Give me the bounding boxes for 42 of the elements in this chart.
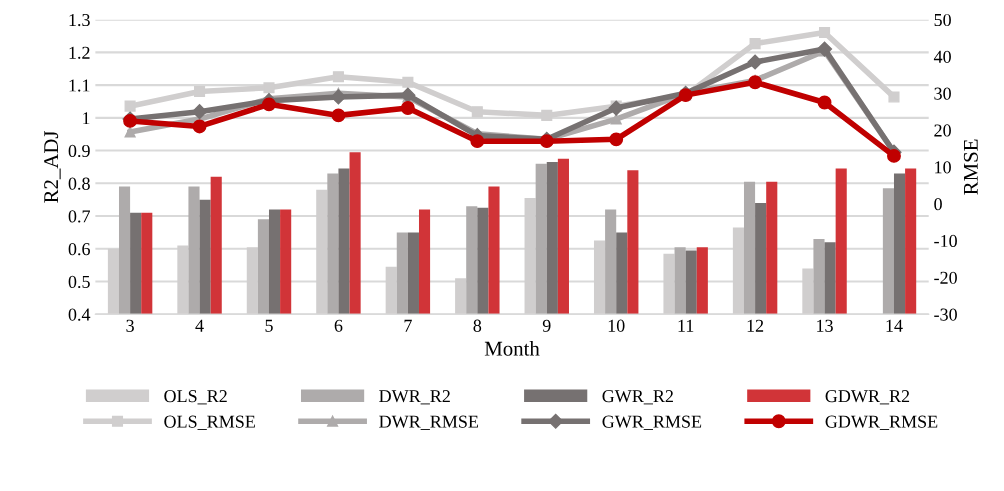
y-axis-title: R2_ADJ (44, 130, 61, 203)
x-tick-label: 7 (404, 319, 412, 332)
y2-tick-label: -20 (934, 271, 957, 284)
x-tick-label: 14 (886, 319, 903, 332)
x-tick-label: 12 (747, 319, 764, 332)
legend-label: GWR_RMSE (602, 415, 702, 430)
legend-label: GDWR_R2 (825, 390, 910, 405)
legend-label: GWR_R2 (602, 390, 673, 405)
y2-tick-label: 20 (934, 124, 951, 137)
y2-tick-label: 30 (934, 87, 951, 100)
y2-tick-label: 40 (933, 50, 951, 63)
x-tick-label: 6 (334, 319, 343, 332)
y-tick-label: 0.5 (68, 275, 90, 289)
y-tick-label: 0.9 (68, 144, 90, 158)
y2-tick-label: 50 (934, 13, 951, 27)
y2-axis-title: RMSE (963, 139, 978, 195)
x-tick-label: 9 (542, 319, 551, 332)
x-tick-label: 5 (265, 319, 273, 332)
y2-tick-label: -10 (934, 234, 957, 248)
x-axis-title: Month (484, 341, 540, 356)
y-tick-label: 0.4 (68, 308, 91, 321)
y-tick-label: 1.1 (69, 79, 90, 92)
y-tick-label: 1.2 (69, 46, 90, 59)
legend-label: DWR_RMSE (379, 415, 479, 430)
legend-label: DWR_R2 (379, 390, 450, 405)
y-tick-label: 0.7 (68, 210, 90, 223)
x-tick-label: 11 (678, 319, 694, 332)
y2-tick-label: 0 (934, 198, 942, 211)
y-tick-label: 1 (83, 112, 90, 125)
legend-label: OLS_RMSE (164, 415, 255, 430)
y-tick-label: 0.8 (68, 177, 90, 190)
x-tick-label: 13 (817, 319, 833, 332)
x-tick-label: 4 (195, 319, 204, 332)
y-tick-label: 1.3 (69, 13, 90, 27)
x-tick-label: 8 (473, 319, 482, 332)
x-tick-label: 3 (126, 319, 134, 332)
legend-label: GDWR_RMSE (825, 415, 938, 430)
legend-label: OLS_R2 (164, 390, 227, 405)
y2-tick-label: 10 (935, 161, 951, 174)
y-tick-label: 0.6 (68, 243, 90, 256)
y2-tick-label: -30 (934, 308, 957, 321)
x-tick-label: 10 (608, 319, 625, 332)
